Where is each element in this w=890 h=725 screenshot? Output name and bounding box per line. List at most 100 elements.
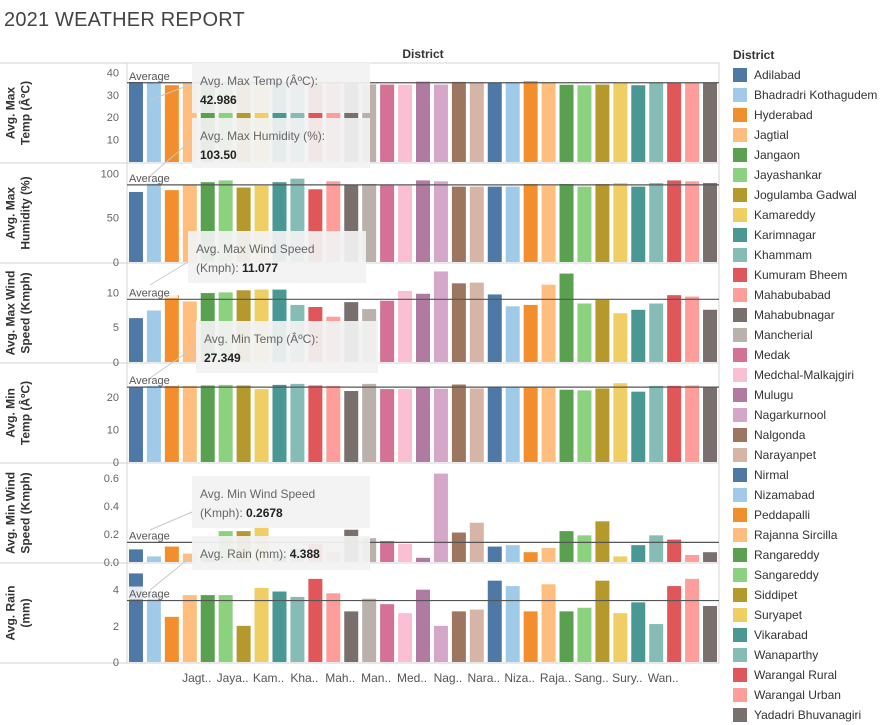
bar[interactable] (559, 611, 574, 662)
bar[interactable] (505, 586, 520, 662)
bar[interactable] (451, 81, 466, 162)
bar[interactable] (505, 306, 520, 362)
bar[interactable] (523, 183, 538, 262)
bar[interactable] (577, 535, 592, 562)
bar[interactable] (487, 294, 502, 362)
bar[interactable] (200, 595, 215, 662)
legend-item[interactable]: Jangaon (733, 145, 890, 165)
bar[interactable] (433, 473, 448, 562)
bar[interactable] (128, 191, 143, 262)
bar[interactable] (487, 386, 502, 462)
bar[interactable] (433, 388, 448, 462)
bar[interactable] (469, 186, 484, 262)
bar[interactable] (631, 602, 646, 662)
bar[interactable] (505, 186, 520, 262)
bar[interactable] (685, 296, 700, 362)
bar[interactable] (667, 82, 682, 162)
bar[interactable] (164, 385, 179, 462)
bar[interactable] (667, 295, 682, 362)
legend-item[interactable]: Nagarkurnool (733, 405, 890, 425)
bar[interactable] (631, 545, 646, 562)
bar[interactable] (416, 557, 430, 562)
bar[interactable] (487, 186, 502, 262)
bar[interactable] (685, 554, 700, 562)
bar[interactable] (703, 183, 718, 262)
bar[interactable] (380, 389, 395, 462)
bar[interactable] (703, 552, 718, 562)
bar[interactable] (326, 593, 341, 662)
bar[interactable] (218, 384, 233, 462)
bar[interactable] (254, 389, 269, 462)
bar[interactable] (523, 611, 538, 662)
bar[interactable] (380, 184, 395, 262)
bar[interactable] (703, 82, 718, 162)
bar[interactable] (146, 384, 161, 462)
bar[interactable] (631, 85, 646, 162)
legend-item[interactable]: Medak (733, 345, 890, 365)
bar[interactable] (146, 82, 161, 162)
bar[interactable] (146, 593, 161, 662)
bar[interactable] (164, 295, 179, 362)
legend-item[interactable]: Hyderabad (733, 105, 890, 125)
bar[interactable] (416, 81, 430, 162)
bar[interactable] (595, 388, 610, 462)
bar[interactable] (146, 180, 161, 262)
legend-item[interactable]: Nizamabad (733, 485, 890, 505)
bar[interactable] (146, 556, 161, 562)
bar[interactable] (559, 84, 574, 162)
bar[interactable] (667, 385, 682, 462)
legend-item[interactable]: Yadadri Bhuvanagiri (733, 705, 890, 725)
bar[interactable] (128, 81, 143, 162)
bar[interactable] (236, 625, 251, 662)
bar[interactable] (272, 384, 287, 462)
bar[interactable] (182, 595, 197, 662)
bar[interactable] (254, 587, 269, 662)
legend-item[interactable]: Narayanpet (733, 445, 890, 465)
bar[interactable] (595, 521, 610, 562)
bar[interactable] (362, 598, 377, 662)
legend-item[interactable]: Medchal-Malkajgiri (733, 365, 890, 385)
legend-item[interactable]: Siddipet (733, 585, 890, 605)
bar[interactable] (380, 604, 395, 662)
district-legend[interactable]: District Adilabad Bhadradri Kothagudem Hyd… (733, 47, 890, 725)
bar[interactable] (344, 611, 359, 662)
bar[interactable] (541, 387, 556, 462)
bar[interactable] (200, 385, 215, 462)
legend-item[interactable]: Kumuram Bheem (733, 265, 890, 285)
legend-item[interactable]: Nirmal (733, 465, 890, 485)
legend-item[interactable]: Jagtial (733, 125, 890, 145)
bar[interactable] (272, 591, 287, 663)
legend-item[interactable]: Wanaparthy (733, 645, 890, 665)
bar[interactable] (380, 84, 395, 162)
bar[interactable] (290, 596, 305, 662)
bar[interactable] (505, 82, 520, 162)
bar[interactable] (523, 304, 538, 362)
bar[interactable] (326, 385, 341, 462)
bar[interactable] (433, 625, 448, 662)
legend-item[interactable]: Mahabubnagar (733, 305, 890, 325)
bar[interactable] (308, 578, 323, 662)
bar[interactable] (595, 580, 610, 662)
bar[interactable] (505, 545, 520, 562)
bar[interactable] (487, 580, 502, 662)
bar[interactable] (559, 183, 574, 262)
legend-item[interactable]: Mulugu (733, 385, 890, 405)
bar[interactable] (182, 385, 197, 462)
bar[interactable] (703, 387, 718, 462)
bar[interactable] (433, 84, 448, 162)
bar[interactable] (398, 185, 413, 262)
bar[interactable] (523, 387, 538, 462)
bar[interactable] (523, 81, 538, 162)
bar[interactable] (469, 82, 484, 162)
bar[interactable] (146, 310, 161, 362)
bar[interactable] (416, 387, 430, 462)
bar[interactable] (469, 388, 484, 462)
bar[interactable] (631, 309, 646, 362)
bar[interactable] (541, 82, 556, 162)
legend-item[interactable]: Kamareddy (733, 205, 890, 225)
bar[interactable] (380, 540, 395, 562)
legend-item[interactable]: Sangareddy (733, 565, 890, 585)
bar[interactable] (613, 183, 628, 262)
bar[interactable] (398, 389, 413, 462)
legend-item[interactable]: Khammam (733, 245, 890, 265)
